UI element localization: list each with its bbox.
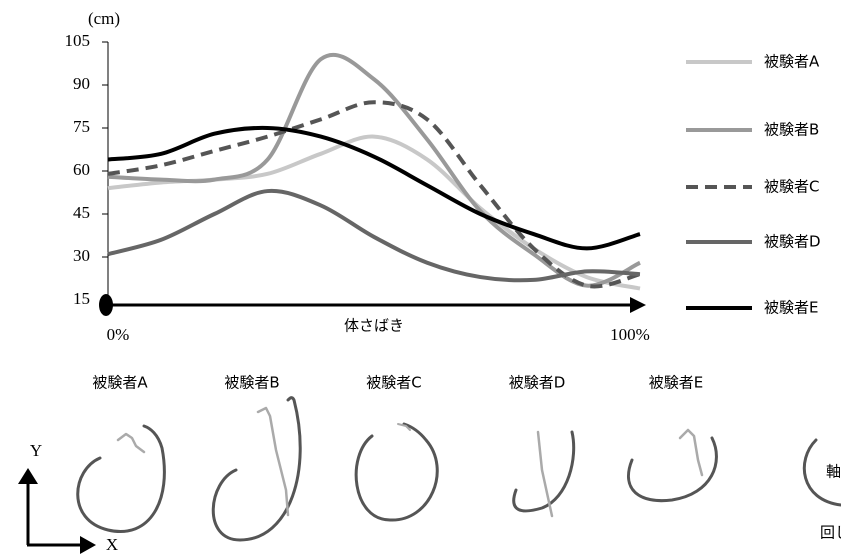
arrow-start [99, 294, 113, 316]
arrow-head [80, 536, 96, 554]
series-line [108, 102, 640, 286]
panel-label: 被験者A [92, 374, 148, 392]
x-tick-label: 100% [610, 325, 650, 344]
legend-label: 被験者E [764, 299, 818, 317]
y-tick-label: 60 [73, 160, 90, 179]
y-tick-label: 105 [65, 31, 91, 50]
x-tick-label: 0% [107, 325, 130, 344]
arrow-head [630, 297, 646, 313]
page: (cm) 体さばき 被験者A 被験者B 被験者C 被験者D 被験者E 軸 回し … [0, 0, 841, 559]
sketch [258, 408, 288, 515]
axis-y-label: Y [30, 441, 42, 460]
sketch [680, 430, 702, 475]
legend-label: 被験者C [764, 178, 819, 196]
panel-label: 被験者B [224, 374, 279, 392]
chart: (cm) 体さばき 被験者A 被験者B 被験者C 被験者D 被験者E 軸 回し … [0, 0, 841, 559]
y-tick-label: 90 [73, 74, 90, 93]
y-unit: (cm) [88, 9, 120, 28]
axis-x-label: X [106, 535, 118, 554]
legend-label: 被験者A [764, 53, 820, 71]
trajectory-sketches [78, 398, 841, 540]
panel-label: 被験者E [649, 374, 703, 392]
y-tick-label: 45 [73, 203, 90, 222]
sketch [78, 426, 165, 532]
legend-label: 被験者B [764, 121, 819, 139]
note: 回し [820, 524, 841, 542]
panel-label: 被験者C [366, 374, 421, 392]
sketch [538, 432, 552, 516]
sketch [356, 424, 437, 520]
arrow-head [18, 468, 38, 484]
series-line [108, 55, 640, 286]
sketch [514, 432, 574, 511]
legend-label: 被験者D [764, 233, 821, 251]
sketch [118, 434, 144, 452]
panel-label: 被験者D [509, 374, 566, 392]
y-tick-label: 15 [73, 289, 90, 308]
x-axis-label: 体さばき [344, 317, 404, 335]
y-tick-label: 30 [73, 246, 90, 265]
note: 軸 [826, 463, 841, 481]
y-tick-label: 75 [73, 117, 90, 136]
series-line [108, 191, 640, 280]
sketch [213, 398, 300, 540]
sketch [628, 438, 716, 501]
series-line [108, 128, 640, 248]
